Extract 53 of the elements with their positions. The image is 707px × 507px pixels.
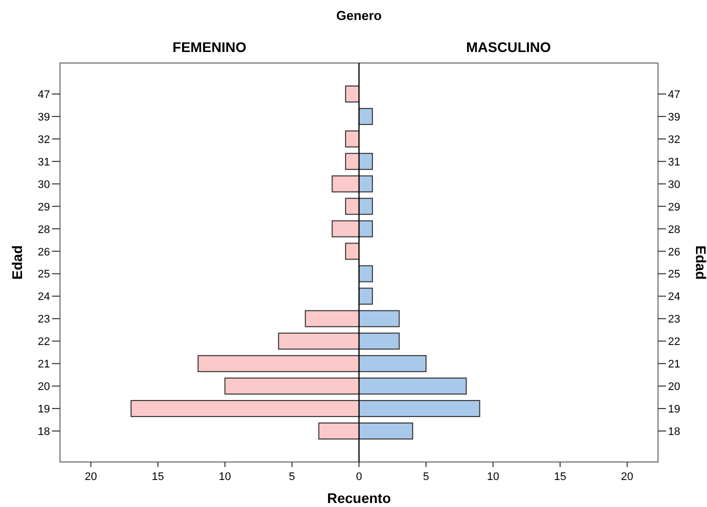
text: Genero: [336, 8, 382, 23]
y-tick-label: 22: [668, 336, 680, 348]
y-tick-label: 29: [668, 201, 680, 214]
x-tick-label: 5: [422, 471, 430, 483]
y-tick-label: 22: [38, 336, 50, 348]
y-tick-label: 29: [38, 201, 50, 214]
y-tick-label: 21: [38, 358, 50, 371]
y-tick-label: 32: [38, 134, 50, 146]
x-tick-label: 15: [152, 471, 164, 483]
y-tick-label: 25: [668, 268, 680, 281]
y-tick-label: 28: [38, 224, 50, 236]
y-tick-label: 30: [668, 178, 680, 191]
x-tick-label: 20: [621, 471, 634, 483]
y-tick-label: 28: [668, 224, 680, 236]
x-tick-label: 10: [218, 471, 232, 483]
y-tick-label: 23: [668, 314, 680, 326]
x-tick-label: 0: [356, 471, 362, 483]
y-tick-label: 21: [668, 358, 680, 371]
y2-axis-title: Edad: [693, 245, 707, 280]
y-tick-label: 19: [38, 404, 50, 416]
bar: [358, 265, 373, 282]
y-tick-label: 19: [668, 404, 680, 416]
y-tick-label: 18: [38, 426, 50, 438]
bar: [345, 242, 360, 260]
chart-title: FEMENINO: [172, 39, 247, 55]
y-tick-label: 23: [38, 314, 50, 326]
y-axis-title: Edad: [9, 245, 25, 280]
x-axis-title: Recuento: [327, 490, 391, 506]
y-tick-label: 31: [38, 156, 50, 168]
y-tick-label: 47: [668, 89, 680, 102]
bar: [358, 108, 373, 125]
bar: [345, 130, 360, 148]
y-tick-label: 20: [668, 381, 680, 394]
x-tick-label: 20: [84, 471, 97, 483]
x-tick-label: 15: [554, 471, 566, 483]
y-tick-label: 24: [38, 291, 50, 304]
y-tick-label: 24: [668, 291, 680, 304]
chart-title: MASCULINO: [466, 39, 551, 55]
x-tick-label: 5: [288, 471, 296, 483]
y-tick-label: 39: [668, 111, 680, 124]
y-tick-label: 25: [38, 268, 50, 281]
y-tick-label: 47: [38, 89, 50, 102]
y-tick-label: 31: [668, 156, 680, 168]
y-tick-label: 26: [38, 246, 50, 258]
bar: [358, 288, 373, 305]
bar: [345, 86, 360, 103]
y-tick-label: 30: [38, 178, 50, 191]
y-tick-label: 32: [668, 134, 680, 146]
y-tick-label: 20: [38, 381, 50, 394]
x-tick-label: 10: [486, 471, 500, 483]
y-tick-label: 26: [668, 246, 680, 258]
y-tick-label: 39: [38, 111, 50, 124]
y-tick-label: 18: [668, 426, 680, 438]
